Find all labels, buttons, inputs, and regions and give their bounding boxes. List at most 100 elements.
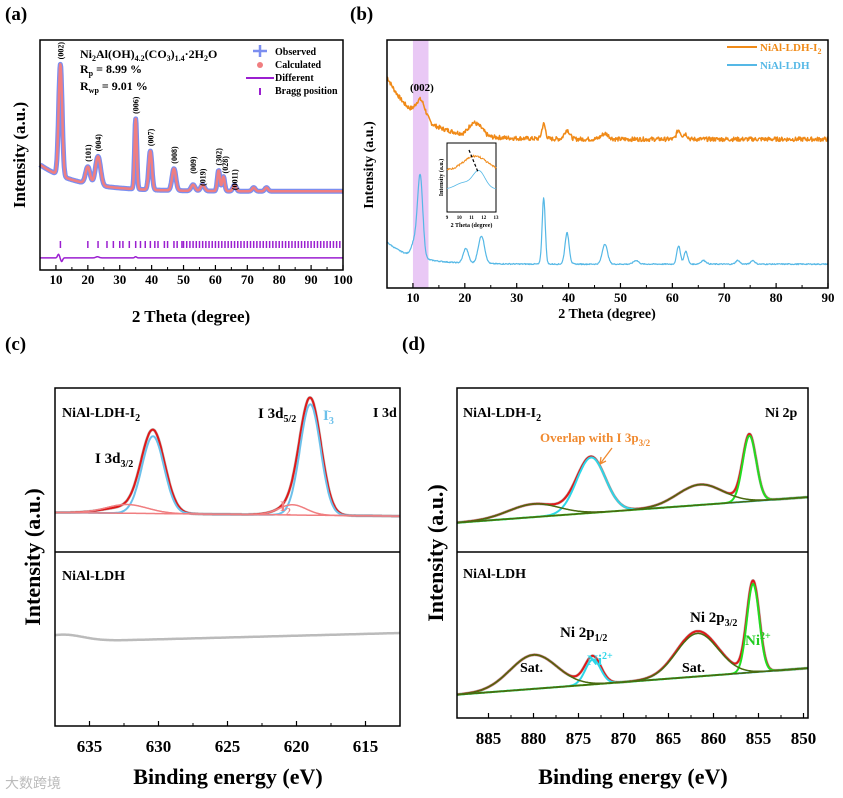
c-x-tick-label: 625 [215,737,241,756]
d-series-overlap-top [456,456,809,524]
d-x-tick-label: 860 [701,729,727,748]
d-x-tick-label: 880 [521,729,547,748]
a-rwp: Rwp = 9.01 % [80,79,148,95]
b-x-tick-label: 10 [406,290,419,305]
a-formula: Ni2Al(OH)4.2(CO3)1.4·2H2O [80,47,217,63]
a-peak-label: (004) [94,134,103,152]
d-ni2plus-label-1: Ni2+ [587,651,613,669]
d-x-tick-label: 870 [611,729,637,748]
c-x-tick-label: 630 [146,737,172,756]
legend-nial-ldh: NiAl-LDH [760,60,810,72]
b-plot-frame [386,39,829,289]
panel-label-a: (a) [5,4,27,25]
d-x-tick-label: 885 [476,729,502,748]
b-x-tick-label: 80 [770,290,783,305]
d-ylabel: Intensity (a.u.) [423,484,448,622]
c-ylabel: Intensity (a.u.) [20,488,45,626]
d-x-tick-label: 865 [656,729,682,748]
b-legend: NiAl-LDH-I2 NiAl-LDH [727,42,821,72]
d-region-label: Ni 2p [765,406,798,421]
b-x-tick-label: 30 [510,290,523,305]
b-x-tick-label: 50 [614,290,627,305]
legend-calculated: Calculated [275,60,322,71]
panel-label-d: (d) [402,334,425,355]
b-ylabel: Intensity (a.u.) [362,121,377,209]
d-x-tick-label: 875 [566,729,592,748]
b-xlabel: 2 Theta (degree) [558,307,656,322]
legend-nial-ldh-i2: NiAl-LDH-I2 [760,42,821,56]
observed-marker-icon [253,45,267,57]
d-series-baseline-bottom [456,667,809,696]
a-series-calculated [39,63,344,193]
a-x-tick-label: 90 [305,272,318,287]
a-legend: Observed Calculated Different Bragg posi… [246,45,338,97]
overlap-arrow-icon [599,447,613,465]
b-series-nial-ldh [386,173,829,266]
d-x-tick-label: 855 [746,729,772,748]
d-bottom-label: NiAl-LDH [463,567,526,582]
d-ni2plus-label-2: Ni2+ [745,631,771,649]
b-inset-tick-label: 10 [457,216,463,221]
d-series-sat2-bottom [456,654,809,696]
d-ni2p12-label: Ni 2p1/2 [560,625,607,644]
d-overlap-label: Overlap with I 3p3/2 [540,430,651,448]
b-series-nial-ldh-i2 [386,76,829,143]
a-peak-label: (007) [146,128,155,146]
c-series-baseline-top [54,511,401,517]
a-peak-label: (0011) [231,169,240,190]
a-x-tick-label: 100 [333,272,353,287]
c-top-label: NiAl-LDH-I2 [62,406,140,424]
a-x-tick-label: 40 [145,272,158,287]
c-bottom-label: NiAl-LDH [62,569,125,584]
a-peak-label: (019) [199,168,208,186]
a-x-tick-label: 30 [113,272,126,287]
d-sat-label-2: Sat. [682,661,705,676]
b-inset-ylabel: Intensity (a.u.) [438,159,445,197]
a-plot-frame [39,39,344,271]
legend-observed: Observed [275,47,317,58]
a-peak-label: (302) [215,148,224,166]
c-x-tick-label: 620 [284,737,310,756]
c-region-label: I 3d [373,406,397,421]
legend-bragg: Bragg position [275,86,338,97]
c-i3d52-label: I 3d5/2 [258,406,296,425]
panel-label-b: (b) [350,4,373,25]
d-top-label: NiAl-LDH-I2 [463,406,541,424]
a-peak-label: (101) [84,144,93,162]
c-xlabel: Binding energy (eV) [133,764,322,789]
d-plot-frame [456,387,809,719]
a-x-tick-label: 60 [209,272,222,287]
b-highlight-label: (002) [410,82,434,94]
d-series-ni2p12-bottom [456,658,809,696]
d-sat-label-1: Sat. [520,661,543,676]
b-inset-shift-line [468,149,479,173]
b-inset-xlabel: 2 Theta (degree) [451,222,493,229]
d-series-sat2-top [456,496,809,524]
c-i3-label: I3- [323,406,334,427]
a-x-tick-label: 20 [81,272,94,287]
a-x-tick-label: 50 [177,272,190,287]
watermark: 大数跨境 [5,776,61,792]
a-peak-label: (006) [132,96,141,114]
d-series-sat1-top [456,483,809,524]
a-peak-label: (028) [221,156,230,174]
c-x-tick-label: 635 [77,737,103,756]
b-x-tick-label: 70 [718,290,731,305]
b-x-tick-label: 20 [458,290,471,305]
a-peak-label: (002) [56,42,65,60]
c-plot-frame [54,387,401,727]
legend-different: Different [275,73,314,84]
c-series-raw-bottom [54,631,401,642]
b-inset-tick-label: 12 [481,216,487,221]
a-x-tick-label: 80 [273,272,286,287]
c-i2-label: I2 [280,499,291,518]
d-x-tick-label: 850 [791,729,817,748]
a-rp: Rp = 8.99 % [80,62,142,78]
b-inset-series-ldh [446,170,497,190]
b-x-tick-label: 40 [562,290,575,305]
b-x-tick-label: 60 [666,290,679,305]
d-xlabel: Binding energy (eV) [538,764,727,789]
calculated-marker-icon [257,62,263,68]
a-ylabel: Intensity (a.u.) [10,102,29,208]
